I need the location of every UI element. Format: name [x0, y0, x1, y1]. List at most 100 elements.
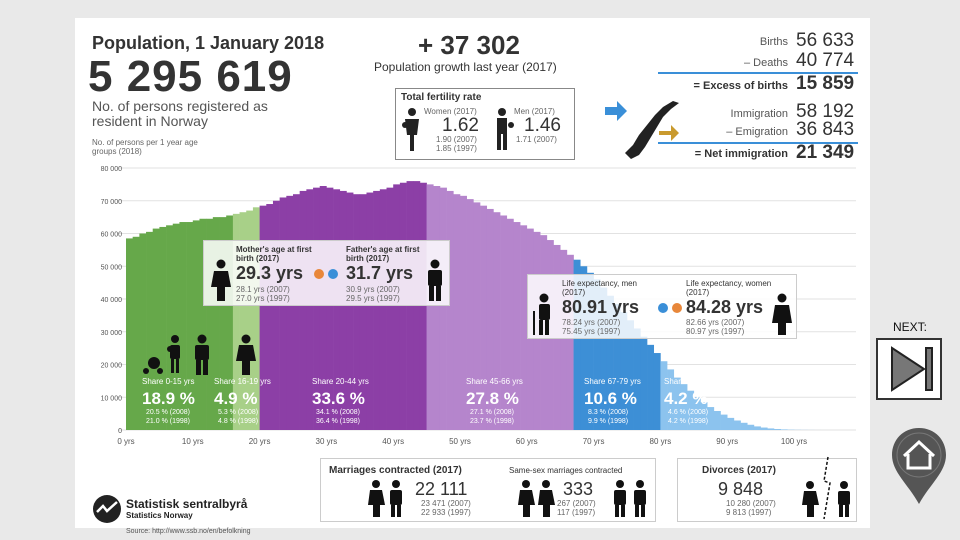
population-bar [186, 222, 194, 430]
marriages-1997: 22 933 (1997) [421, 508, 471, 517]
group-share-1998: 21.0 % (1998) [146, 418, 190, 425]
population-bar [166, 225, 174, 430]
parents-age-box: Mother's age at first birth (2017) 29.3 … [203, 240, 450, 306]
man-icon [428, 259, 442, 301]
population-bar [199, 218, 207, 430]
population-bar [627, 320, 634, 430]
group-share-value: 4.9 % [214, 389, 257, 408]
father-age-2007: 30.9 yrs (2007) [346, 285, 400, 294]
father-age-1997: 29.5 yrs (1997) [346, 294, 400, 303]
population-bar [379, 189, 387, 430]
marriages-2007: 23 471 (2007) [421, 499, 471, 508]
stroller-icon [143, 346, 173, 374]
life-men-2007: 78.24 yrs (2007) [562, 318, 621, 327]
marriages-box: Marriages contracted (2017) 22 111 23 47… [320, 458, 656, 522]
fertility-title: Total fertility rate [401, 92, 482, 103]
woman-with-baby-icon [402, 108, 419, 151]
same-sex-marriages-title: Same-sex marriages contracted [509, 466, 623, 475]
population-bar [346, 192, 354, 430]
fertility-women-label: Women (2017) [424, 107, 477, 116]
marriages-value: 22 111 [415, 479, 468, 499]
home-button[interactable] [890, 426, 948, 506]
life-women-label: Life expectancy, women (2017) [686, 279, 772, 297]
population-label: No. of persons registered as resident in… [92, 98, 268, 129]
group-share-label: Share 16-19 yrs [214, 377, 271, 386]
population-bar [399, 182, 407, 430]
y-tick-label: 20 000 [101, 363, 123, 370]
population-bar [767, 428, 775, 430]
emigration-label: – Emigration [726, 126, 788, 138]
population-bar [673, 377, 681, 430]
life-women-value: 84.28 yrs [686, 297, 764, 317]
population-bar [426, 184, 434, 430]
population-bar [566, 254, 574, 430]
immigration-label: Immigration [730, 108, 788, 120]
y-tick-label: 30 000 [101, 330, 123, 337]
population-bar [633, 328, 641, 430]
population-bar [319, 186, 327, 430]
population-bar [212, 217, 220, 430]
population-bar [299, 190, 307, 430]
group-share-2008: 4.6 % (2008) [668, 409, 708, 416]
population-growth-label: Population growth last year (2017) [374, 60, 557, 74]
mother-age-1997: 27.0 yrs (1997) [236, 294, 290, 303]
population-bar [780, 429, 788, 430]
population-bar [680, 384, 688, 430]
population-bar [146, 231, 154, 430]
population-bar [433, 186, 441, 430]
group-share-1998: 36.4 % (1998) [316, 418, 360, 425]
chart-title: No. of persons per 1 year age groups (20… [92, 138, 198, 156]
elderly-man-icon [533, 293, 550, 335]
couple-icon [614, 480, 646, 517]
population-bar [232, 213, 240, 430]
group-share-label: Share 0-15 yrs [142, 377, 194, 386]
population-bar [693, 397, 701, 430]
group-share-value: 27.8 % [466, 389, 519, 408]
fertility-women-1997: 1.85 (1997) [436, 144, 477, 153]
population-bar [700, 402, 708, 430]
marriages-title: Marriages contracted (2017) [329, 465, 462, 476]
population-bar [259, 205, 267, 430]
man-icon [195, 334, 209, 375]
population-bar [393, 184, 401, 430]
x-tick-label: 30 yrs [316, 437, 338, 446]
source-link[interactable]: Source: http://www.ssb.no/en/befolkning [126, 528, 251, 535]
divorce-couple-icon [802, 456, 850, 520]
divorces-value: 9 848 [718, 479, 764, 499]
male-dot-icon [658, 303, 668, 313]
population-bar [573, 259, 581, 430]
population-bar [326, 187, 334, 430]
same-sex-1997: 117 (1997) [557, 508, 596, 517]
x-tick-label: 80 yrs [650, 437, 672, 446]
population-bar [446, 190, 454, 430]
population-bar [152, 228, 160, 430]
group-share-1998: 9.9 % (1998) [588, 418, 628, 425]
population-bar [439, 187, 447, 430]
population-bar [252, 207, 260, 430]
population-bar [640, 336, 648, 430]
y-tick-label: 10 000 [101, 395, 123, 402]
arrow-in-icon [605, 101, 627, 121]
population-bar [520, 225, 528, 430]
group-share-1998: 4.8 % (1998) [218, 418, 258, 425]
population-bar [206, 218, 214, 430]
population-bar [386, 187, 394, 430]
group-share-label: Share 45-66 yrs [466, 377, 523, 386]
group-share-label: Share 80+ yrs [664, 377, 714, 386]
population-bar [613, 303, 621, 430]
fertility-men-2007: 1.71 (2007) [516, 135, 557, 144]
fertility-women-value: 1.62 [442, 115, 479, 136]
mother-age-label: Mother's age at first birth (2017) [236, 245, 312, 263]
population-bar [293, 194, 300, 430]
x-tick-label: 60 yrs [516, 437, 538, 446]
x-tick-label: 20 yrs [249, 437, 271, 446]
next-button[interactable] [876, 338, 942, 400]
population-bar [366, 192, 374, 430]
population-bar [306, 189, 314, 430]
group-share-2008: 8.3 % (2008) [588, 409, 628, 416]
x-tick-label: 50 yrs [449, 437, 471, 446]
y-tick-label: 40 000 [101, 297, 123, 304]
fertility-men-value: 1.46 [524, 115, 561, 136]
group-share-2008: 5.3 % (2008) [218, 409, 258, 416]
group-share-label: Share 20-44 yrs [312, 377, 369, 386]
